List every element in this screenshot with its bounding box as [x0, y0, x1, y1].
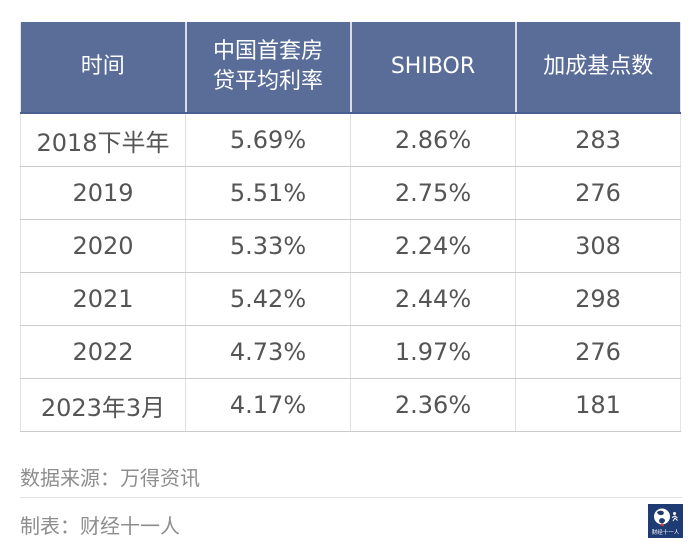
rates-table: 时间 中国首套房贷平均利率 SHIBOR 加成基点数 2018下半年 5.69%…	[20, 22, 681, 432]
cell-shibor: 2.36%	[350, 378, 516, 432]
globe-icon: 财经十一人	[652, 508, 680, 536]
cell-period: 2020	[20, 219, 186, 273]
table-row: 2018下半年 5.69% 2.86% 283	[20, 113, 681, 167]
cell-basis-points: 276	[515, 166, 681, 220]
table-credit-label: 制表：财经十一人	[20, 514, 180, 538]
cell-mortgage-rate: 4.73%	[185, 325, 351, 379]
column-header-time: 时间	[20, 22, 186, 114]
footer-divider	[20, 497, 682, 498]
logo-label: 财经十一人	[652, 528, 680, 536]
column-header-shibor-label: SHIBOR	[390, 54, 476, 80]
column-header-basis-points-label: 加成基点数	[543, 54, 654, 80]
cell-period: 2021	[20, 272, 186, 326]
table-row: 2021 5.42% 2.44% 298	[20, 272, 681, 326]
cell-basis-points: 308	[515, 219, 681, 273]
cell-period: 2019	[20, 166, 186, 220]
cell-mortgage-rate: 5.33%	[185, 219, 351, 273]
cell-shibor: 2.44%	[350, 272, 516, 326]
column-header-shibor: SHIBOR	[349, 22, 516, 114]
column-header-mortgage-rate: 中国首套房贷平均利率	[184, 22, 351, 114]
table-row: 2019 5.51% 2.75% 276	[20, 166, 681, 220]
table-row: 2022 4.73% 1.97% 276	[20, 325, 681, 379]
cell-shibor: 1.97%	[350, 325, 516, 379]
cell-mortgage-rate: 4.17%	[185, 378, 351, 432]
header-row: 时间 中国首套房贷平均利率 SHIBOR 加成基点数	[20, 22, 681, 114]
publisher-logo: 财经十一人	[648, 504, 683, 538]
cell-shibor: 2.24%	[350, 219, 516, 273]
column-header-basis-points: 加成基点数	[514, 22, 681, 114]
cell-period: 2022	[20, 325, 186, 379]
cell-basis-points: 181	[515, 378, 681, 432]
data-source-label: 数据来源：万得资讯	[20, 466, 200, 490]
table-row: 2020 5.33% 2.24% 308	[20, 219, 681, 273]
column-header-time-label: 时间	[80, 54, 125, 80]
cell-basis-points: 276	[515, 325, 681, 379]
cell-basis-points: 283	[515, 113, 681, 167]
cell-period: 2023年3月	[20, 378, 186, 432]
table-row: 2023年3月 4.17% 2.36% 181	[20, 378, 681, 432]
cell-mortgage-rate: 5.51%	[185, 166, 351, 220]
cell-mortgage-rate: 5.69%	[185, 113, 351, 167]
cell-basis-points: 298	[515, 272, 681, 326]
column-header-mortgage-rate-label: 中国首套房贷平均利率	[212, 39, 323, 94]
cell-shibor: 2.75%	[350, 166, 516, 220]
cell-mortgage-rate: 5.42%	[185, 272, 351, 326]
cell-shibor: 2.86%	[350, 113, 516, 167]
cell-period: 2018下半年	[20, 113, 186, 167]
